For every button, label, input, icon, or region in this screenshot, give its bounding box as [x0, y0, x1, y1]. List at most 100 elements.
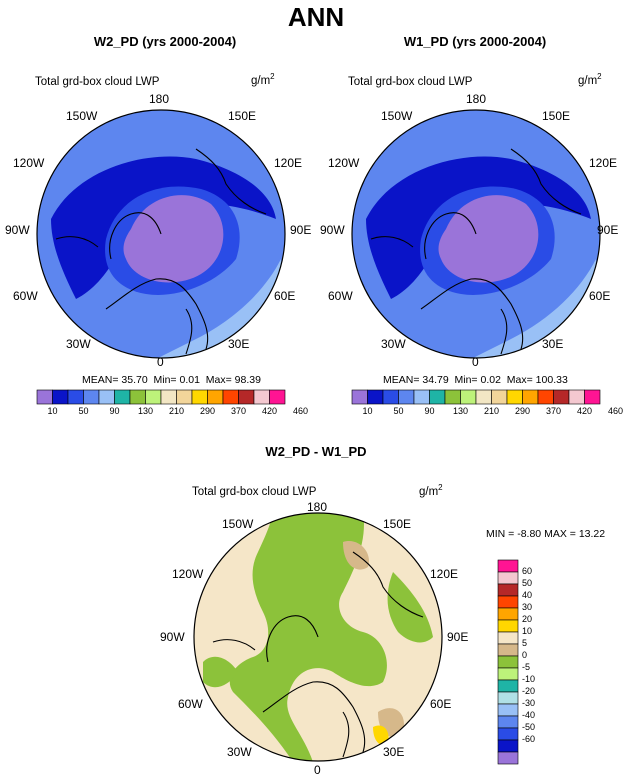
colorbar-box — [497, 739, 519, 753]
map-border-diff — [193, 512, 443, 762]
yellow-patch-diff — [373, 725, 389, 746]
colorbar-tick-label: 40 — [522, 590, 533, 600]
colorbar-tick-label: 10 — [362, 406, 373, 416]
lon-label-120w-w1: 120W — [328, 156, 360, 170]
lon-label-90w-w1: 90W — [320, 223, 345, 237]
colorbar-box — [497, 559, 519, 573]
panel-title-w2: W2_PD (yrs 2000-2004) — [93, 34, 237, 49]
colorbar-box — [398, 389, 415, 405]
polar-map-w1 — [351, 109, 601, 359]
lon-label-60e-w2: 60E — [274, 289, 296, 303]
colorbar-box — [413, 389, 430, 405]
colorbar-diff — [497, 559, 519, 765]
colorbar-box — [568, 389, 585, 405]
colorbar-tick-label: 460 — [292, 406, 309, 416]
lon-label-60e-diff: 60E — [430, 697, 452, 711]
green-patch-a-diff — [229, 513, 387, 761]
colorbar-box — [497, 679, 519, 693]
colorbar-box — [367, 389, 384, 405]
colorbar-box — [67, 389, 84, 405]
colorbar-box — [497, 583, 519, 597]
colorbar-box — [497, 571, 519, 585]
stats-diff: MIN = -8.80 MAX = 13.22 — [486, 528, 606, 540]
colorbar-box — [522, 389, 539, 405]
colorbar-box — [475, 389, 492, 405]
variable-label-w2: Total grd-box cloud LWP — [35, 76, 160, 88]
colorbar-box — [497, 643, 519, 657]
colorbar-box — [52, 389, 69, 405]
green-patch-c-diff — [203, 656, 238, 688]
colorbar-tick-label: 20 — [522, 614, 533, 624]
colorbar-tick-label: 210 — [168, 406, 185, 416]
colorbar-tick-label: 290 — [199, 406, 216, 416]
colorbar-box — [497, 703, 519, 717]
lon-label-60e-w1: 60E — [589, 289, 611, 303]
colorbar-tick-label: 90 — [109, 406, 120, 416]
colorbar-tick-label: 50 — [522, 578, 533, 588]
colorbar-box — [497, 595, 519, 609]
lon-label-90e-w1: 90E — [597, 223, 619, 237]
lon-label-120e-w2: 120E — [274, 156, 303, 170]
colorbar-box — [129, 389, 146, 405]
colorbar-tick-label: -60 — [522, 734, 536, 744]
colorbar-box — [553, 389, 570, 405]
lon-label-30e-w1: 30E — [542, 337, 564, 351]
colorbar-ticks-diff: 60 50 40 30 20 10 5 0 -5 -10 -20 -30 -40 -50 -60 — [522, 560, 562, 764]
lon-label-0-w1: 0 — [472, 355, 479, 369]
green-patch-b-diff — [387, 572, 433, 643]
colorbar-box — [537, 389, 554, 405]
lon-label-90e-diff: 90E — [447, 630, 469, 644]
lon-label-0-w2: 0 — [157, 355, 164, 369]
lon-label-150w-w2: 150W — [66, 109, 98, 123]
colorbar-tick-label: 10 — [522, 626, 533, 636]
lon-label-150e-diff: 150E — [383, 517, 412, 531]
colorbar-box — [207, 389, 224, 405]
arctic-core-w2 — [123, 195, 224, 283]
colorbar-box — [351, 389, 368, 405]
colorbar-box — [238, 389, 255, 405]
colorbar-tick-label: -50 — [522, 722, 536, 732]
lon-label-120w-w2: 120W — [13, 156, 45, 170]
lon-label-30w-diff: 30W — [227, 745, 252, 759]
coastlines-w1 — [370, 148, 582, 355]
figure-title: ANN — [287, 2, 345, 32]
colorbar-tick-label: 50 — [78, 406, 89, 416]
colorbar-box — [584, 389, 601, 405]
colorbar-box — [191, 389, 208, 405]
colorbar-box — [497, 607, 519, 621]
panel-title-w1: W1_PD (yrs 2000-2004) — [403, 34, 547, 49]
lon-label-150w-diff: 150W — [222, 517, 254, 531]
lon-label-120w-diff: 120W — [172, 567, 204, 581]
colorbar-box — [98, 389, 115, 405]
colorbar-tick-label: 5 — [522, 638, 528, 648]
colorbar-tick-label: 290 — [514, 406, 531, 416]
colorbar-box — [497, 691, 519, 705]
colorbar-tick-label: -5 — [522, 662, 531, 672]
lon-label-30w-w1: 30W — [381, 337, 406, 351]
colorbar-w2 — [36, 389, 286, 405]
colorbar-tick-label: 90 — [424, 406, 435, 416]
colorbar-tick-label: 130 — [452, 406, 469, 416]
variable-label-w1: Total grd-box cloud LWP — [348, 76, 473, 88]
colorbar-box — [253, 389, 270, 405]
coastlines-w2 — [55, 148, 267, 355]
lon-label-90e-w2: 90E — [290, 223, 312, 237]
units-label-w1: g/m2 — [578, 72, 602, 87]
tan-patch-a-diff — [343, 541, 369, 570]
lon-label-150e-w2: 150E — [228, 109, 257, 123]
variable-label-diff: Total grd-box cloud LWP — [192, 486, 317, 498]
colorbar-box — [176, 389, 193, 405]
lon-label-120e-diff: 120E — [430, 567, 459, 581]
stats-w1: MEAN= 34.79 Min= 0.02 Max= 100.33 — [383, 374, 568, 386]
lon-label-150e-w1: 150E — [542, 109, 571, 123]
colorbar-box — [269, 389, 286, 405]
colorbar-box — [83, 389, 100, 405]
colorbar-tick-label: 60 — [522, 566, 533, 576]
lon-label-60w-diff: 60W — [178, 697, 203, 711]
colorbar-box — [497, 727, 519, 741]
units-label-diff: g/m2 — [419, 483, 443, 498]
polar-map-diff — [193, 512, 443, 762]
lon-label-30e-w2: 30E — [228, 337, 250, 351]
lon-label-30e-diff: 30E — [383, 745, 405, 759]
lon-label-120e-w1: 120E — [589, 156, 618, 170]
